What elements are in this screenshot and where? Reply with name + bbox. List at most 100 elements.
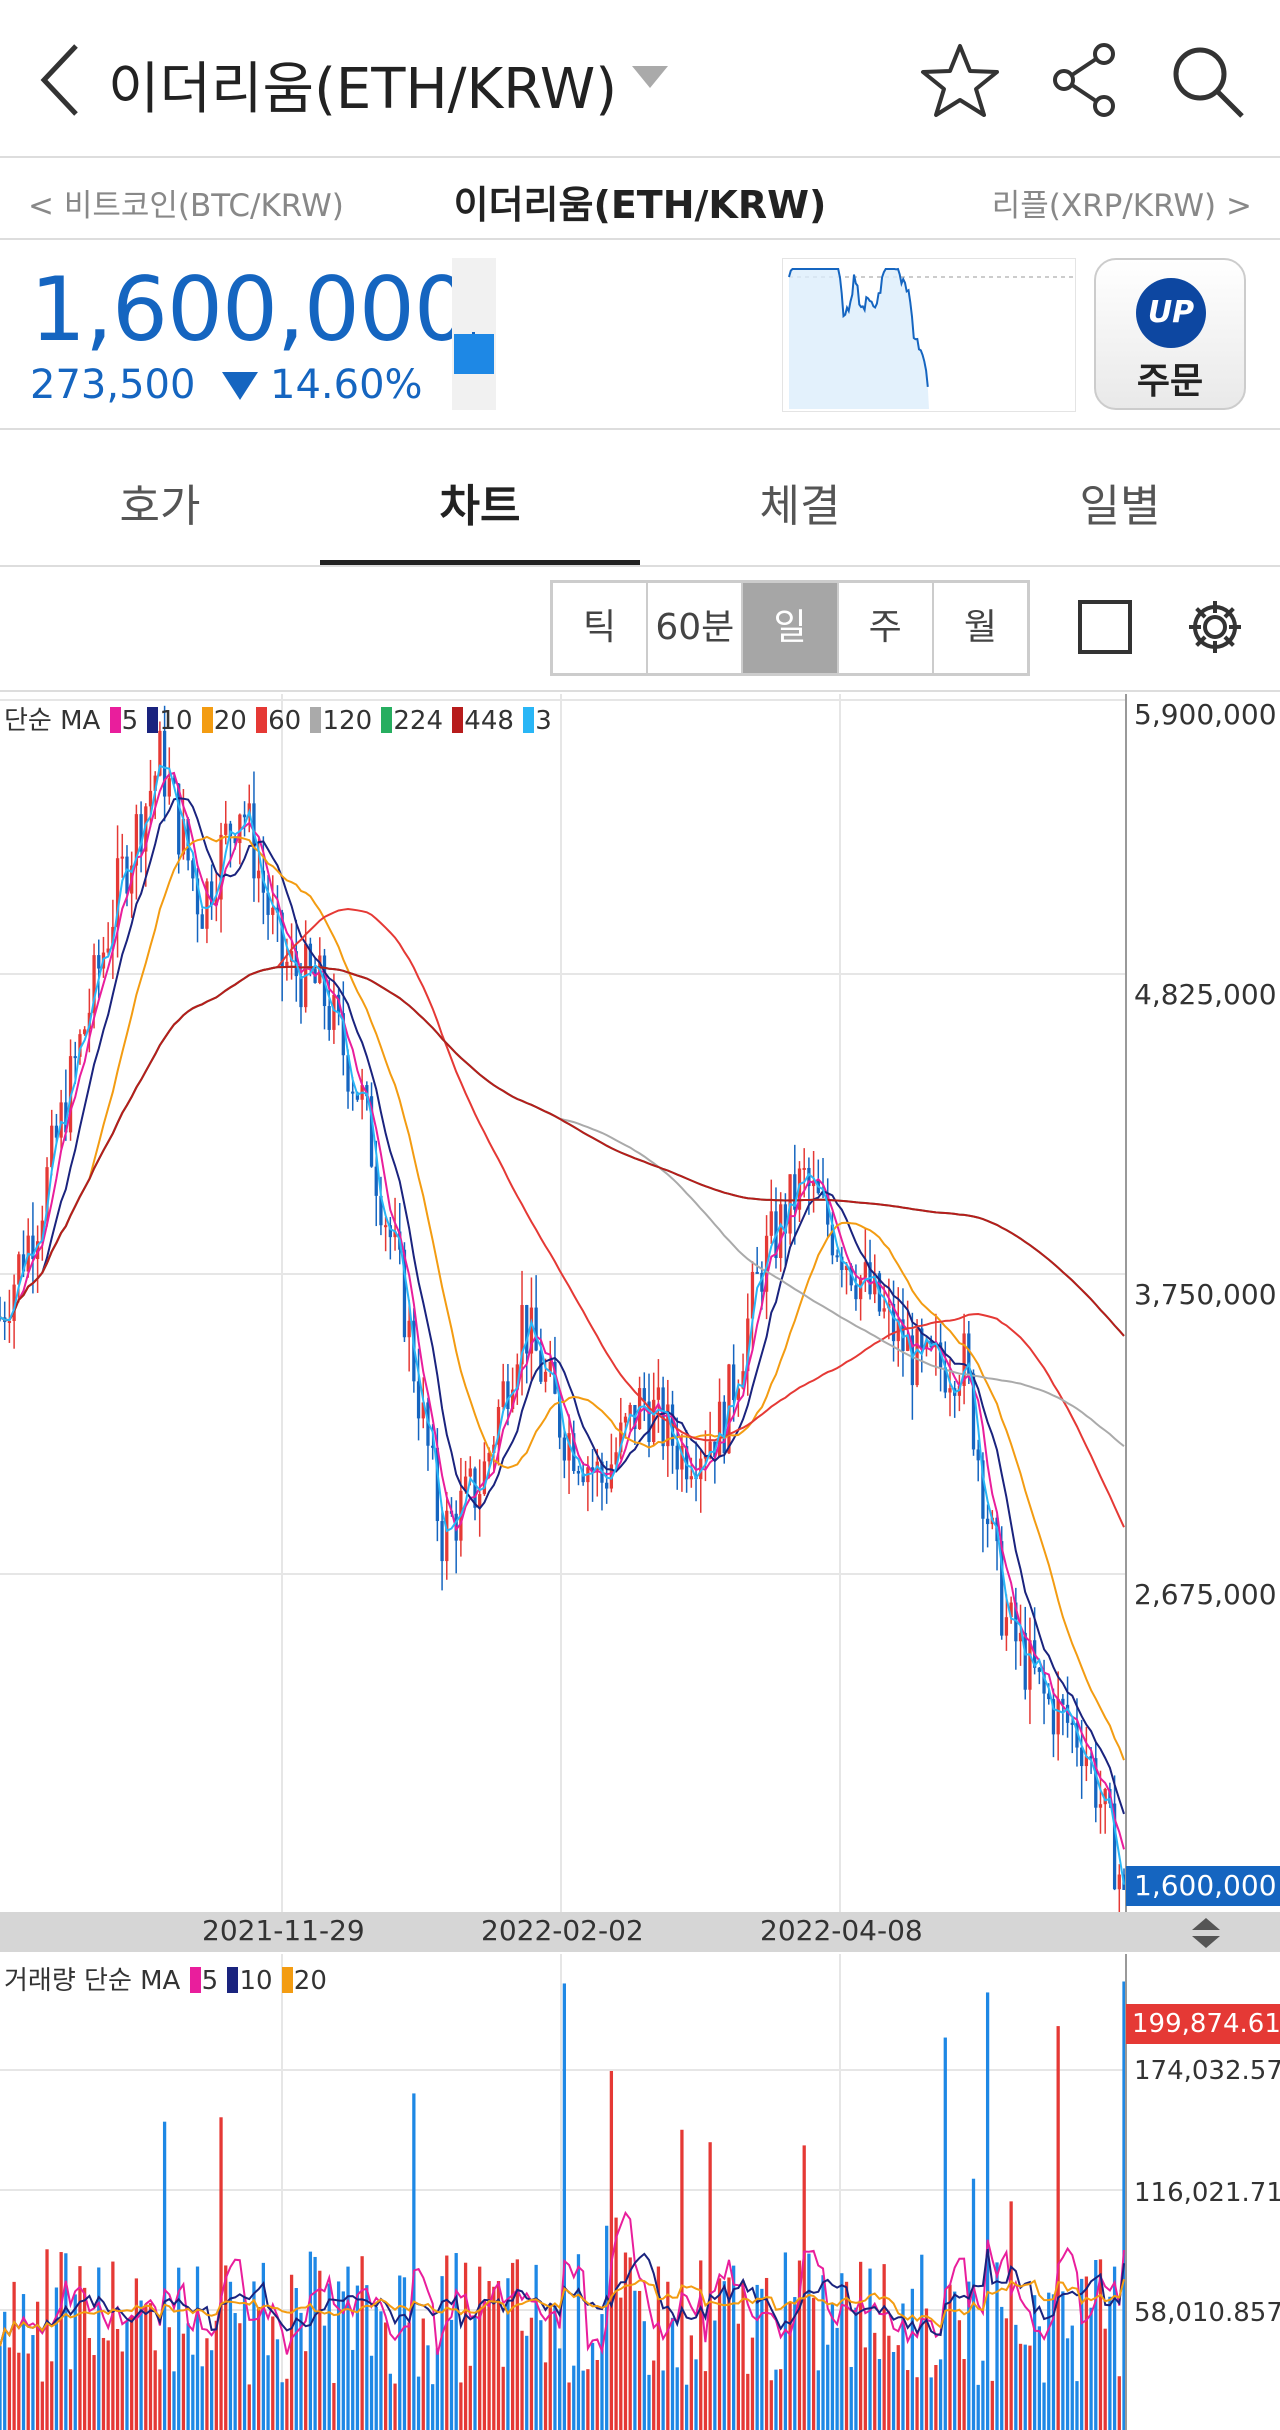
volume-bar [191, 2354, 195, 2430]
tab-daily[interactable]: 일별 [1079, 481, 1161, 532]
vma20-line [0, 2279, 1125, 2347]
candle [238, 813, 242, 865]
volume-bar [73, 2294, 77, 2430]
volume-bar [228, 2281, 233, 2430]
x-tick-label: 2021-11-29 [202, 1914, 365, 1947]
period-week[interactable]: 주 [839, 583, 934, 673]
volume-bar [421, 2318, 425, 2430]
prev-coin-link[interactable]: < 비트코인(BTC/KRW) [28, 188, 344, 224]
volume-bar [722, 2281, 726, 2430]
period-month[interactable]: 월 [963, 607, 997, 648]
change-percent: 14.60% [270, 362, 423, 408]
volume-bar [1075, 2381, 1079, 2430]
current-volume-tag: 199,874.615 [1126, 2004, 1280, 2044]
candle [816, 1159, 820, 1195]
volume-bar [97, 2267, 101, 2430]
volume-bar [576, 2254, 581, 2430]
candle [1070, 1716, 1074, 1754]
mini-price-chart[interactable] [782, 258, 1076, 412]
volume-bar [1065, 2338, 1070, 2430]
candle [953, 1380, 957, 1418]
volume-bar [976, 2384, 980, 2430]
ma5-label: 5 [121, 706, 139, 736]
candle [920, 1318, 924, 1373]
order-button[interactable]: UP 주문 [1094, 258, 1246, 410]
period-day[interactable]: 일 [743, 583, 839, 673]
volume-chart[interactable] [0, 1954, 1280, 2430]
candle [746, 1293, 750, 1396]
volume-bar [802, 2145, 806, 2430]
ma448-line [0, 965, 1125, 1337]
candle [289, 923, 294, 980]
next-coin-link[interactable]: 리플(XRP/KRW) > [991, 188, 1252, 224]
candle [576, 1465, 581, 1486]
volume-legend-title: 거래량 단순 MA [4, 1966, 181, 1996]
period-tick[interactable]: 틱 [553, 583, 649, 673]
volume-bar [346, 2266, 350, 2430]
candle [779, 1192, 783, 1272]
volume-bar [172, 2371, 176, 2430]
chevron-left-icon[interactable] [36, 40, 86, 120]
volume-bar [510, 2262, 515, 2430]
volume-bar [661, 2370, 665, 2430]
volume-bar [45, 2249, 49, 2430]
volume-bar [896, 2345, 900, 2430]
volume-bar [793, 2297, 797, 2430]
candle [35, 1225, 40, 1293]
volume-bar [1056, 2026, 1060, 2430]
ma20-swatch [201, 707, 213, 733]
volume-bar [374, 2306, 378, 2430]
tab-trades[interactable]: 체결 [759, 481, 841, 532]
active-tab-indicator [320, 560, 640, 565]
volume-bar [877, 2359, 882, 2430]
period-60min[interactable]: 60분 [648, 583, 744, 673]
y-tick-label: 2,675,000 [1134, 1578, 1277, 1611]
volume-bar [567, 2382, 571, 2430]
volume-bar [440, 2276, 444, 2430]
candle [162, 705, 167, 822]
search-icon[interactable] [1168, 42, 1248, 118]
resize-handle-icon[interactable] [1186, 1916, 1226, 1950]
star-icon[interactable] [920, 42, 1000, 118]
candle [106, 922, 110, 958]
fullscreen-icon[interactable] [1078, 600, 1132, 654]
candle [962, 1313, 966, 1405]
tab-orderbook[interactable]: 호가 [119, 481, 201, 532]
candle [478, 1459, 482, 1537]
volume-bar [130, 2315, 134, 2430]
vma20-swatch [281, 1967, 293, 1993]
volume-bar [967, 2281, 971, 2430]
volume-bar [487, 2281, 491, 2430]
volume-bar [463, 2262, 468, 2430]
volume-bar [167, 2327, 171, 2430]
caret-down-icon[interactable] [632, 66, 668, 88]
volume-bar [830, 2303, 835, 2430]
volume-bar [17, 2352, 21, 2430]
volume-bar [764, 2277, 769, 2430]
volume-bar [1033, 2295, 1037, 2430]
candle [1004, 1594, 1009, 1651]
volume-bar [797, 2260, 802, 2430]
volume-bar [40, 2381, 44, 2430]
candle [797, 1161, 802, 1223]
volume-bar [957, 2320, 962, 2430]
volume-bar [924, 2308, 929, 2430]
candle [360, 1068, 364, 1120]
volume-bar [473, 2316, 477, 2430]
volume-bar [623, 2252, 628, 2430]
current-coin-label: 이더리움(ETH/KRW) [453, 183, 827, 227]
volume-bar [224, 2265, 228, 2430]
price-chart[interactable] [0, 694, 1280, 1912]
gear-icon[interactable] [1180, 592, 1250, 662]
candle [525, 1304, 529, 1384]
volume-bar [882, 2264, 886, 2430]
page-title: 이더리움(ETH/KRW) [108, 57, 618, 122]
candle [515, 1353, 519, 1405]
share-icon[interactable] [1050, 42, 1120, 118]
volume-bar [1004, 2318, 1009, 2430]
candle [1014, 1587, 1018, 1670]
candle [985, 1504, 990, 1548]
tab-chart[interactable]: 차트 [439, 481, 521, 532]
volume-bar [336, 2281, 341, 2430]
volume-bar [1108, 2296, 1112, 2430]
